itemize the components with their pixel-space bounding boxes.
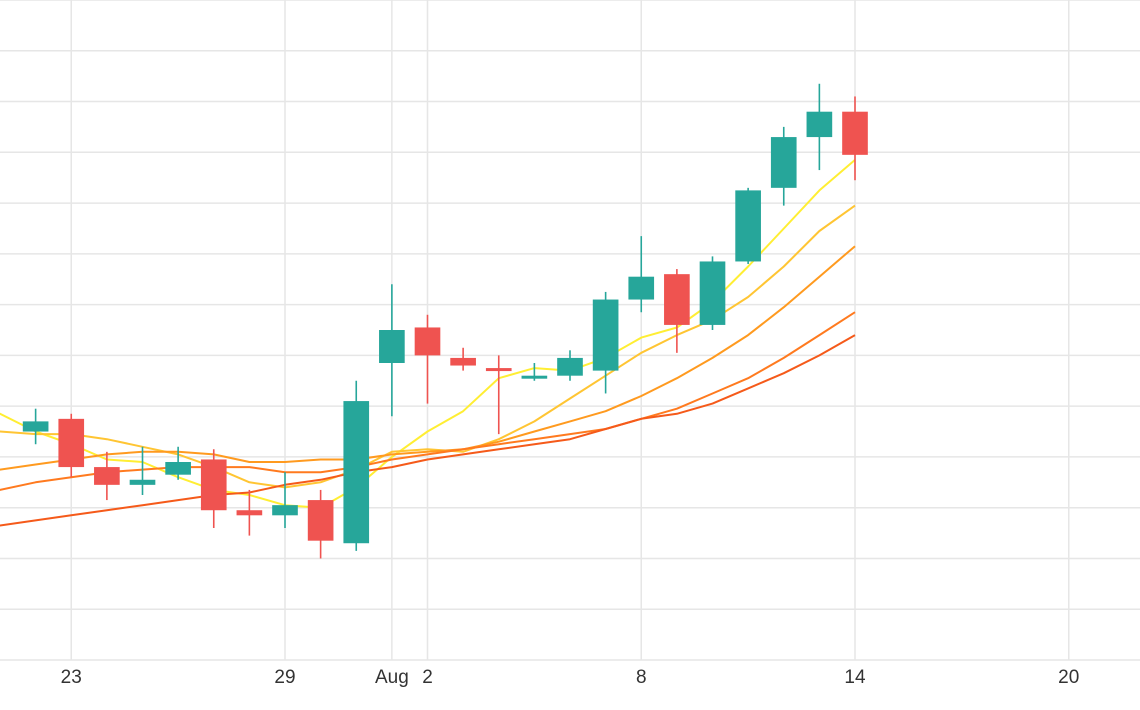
candle-up	[22, 408, 49, 445]
x-tick-label: 8	[636, 667, 647, 688]
x-tick-label: 29	[274, 667, 295, 688]
candle-down	[236, 489, 263, 536]
candles	[22, 83, 868, 559]
x-tick-label: Aug	[375, 667, 409, 688]
candle-body	[664, 274, 690, 325]
candle-body	[735, 190, 761, 262]
candle-up	[165, 446, 191, 480]
x-tick-label: 14	[844, 667, 866, 688]
candle-body	[450, 357, 476, 366]
candle-up	[557, 350, 583, 381]
candle-body	[806, 111, 833, 138]
candle-body	[379, 330, 405, 363]
candle-body	[414, 327, 441, 356]
candle-down	[664, 269, 690, 353]
candle-body	[307, 500, 334, 541]
candle-body	[842, 111, 868, 155]
candle-up	[699, 256, 726, 330]
candle-body	[343, 401, 370, 544]
candle-down	[414, 314, 441, 404]
candle-body	[272, 505, 298, 516]
candle-down	[200, 449, 227, 528]
horizontal-gridlines	[0, 0, 1140, 661]
candle-up	[770, 126, 797, 206]
candle-body	[165, 462, 191, 475]
candle-up	[806, 83, 833, 171]
x-tick-label: 2	[422, 667, 433, 688]
candle-down	[94, 451, 120, 501]
candle-body	[699, 261, 726, 325]
candle-down	[485, 355, 512, 435]
candle-body	[770, 137, 797, 188]
candle-body	[22, 421, 49, 432]
candle-body	[521, 375, 548, 379]
x-axis-tick-labels: 23 29 Aug 2 8 14 20	[61, 667, 1080, 688]
candle-body	[557, 357, 583, 376]
candle-body	[94, 467, 120, 485]
candle-body	[58, 418, 85, 468]
candle-body	[485, 368, 512, 372]
candle-up	[735, 187, 761, 264]
candle-body	[628, 276, 655, 300]
candle-up	[628, 236, 655, 313]
candle-up	[592, 291, 619, 394]
moving-average-line	[0, 334, 856, 527]
candle-up	[272, 472, 298, 528]
candle-body	[129, 479, 156, 485]
candle-up	[521, 363, 548, 381]
candle-down	[58, 413, 85, 478]
candle-up	[129, 446, 156, 495]
candle-down	[450, 347, 476, 371]
candle-up	[343, 380, 370, 551]
candle-up	[379, 284, 405, 417]
candle-body	[200, 459, 227, 511]
x-tick-label: 20	[1058, 667, 1079, 688]
candle-down	[842, 96, 868, 181]
x-tick-label: 23	[61, 667, 82, 688]
candle-body	[236, 510, 263, 516]
vertical-gridlines	[70, 0, 1070, 660]
candle-down	[307, 489, 334, 559]
moving-average-line	[0, 245, 856, 471]
candle-body	[592, 299, 619, 371]
